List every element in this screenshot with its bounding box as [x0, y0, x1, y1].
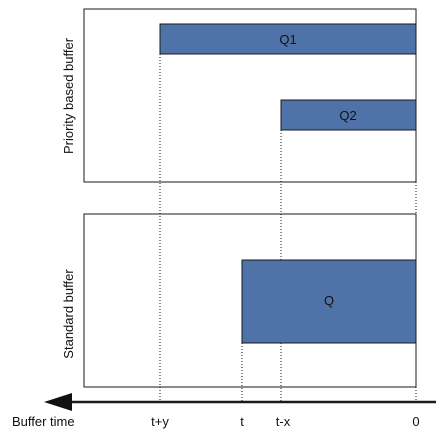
tick-zero: 0 — [412, 414, 419, 429]
q-bar — [241, 259, 417, 344]
axis-arrow-icon — [44, 393, 72, 411]
axis-label: Buffer time — [12, 414, 75, 429]
priority-buffer-label: Priority based buffer — [61, 37, 76, 154]
q2-label: Q2 — [339, 108, 356, 123]
tick-t-minus-x: t-x — [276, 414, 291, 429]
q1-bar — [159, 23, 417, 55]
standard-buffer-label: Standard buffer — [61, 269, 76, 359]
q-label: Q — [324, 293, 334, 308]
q1-label: Q1 — [279, 32, 296, 47]
tick-t-plus-y: t+y — [151, 414, 169, 429]
q2-bar — [280, 99, 417, 131]
tick-t: t — [240, 414, 244, 429]
